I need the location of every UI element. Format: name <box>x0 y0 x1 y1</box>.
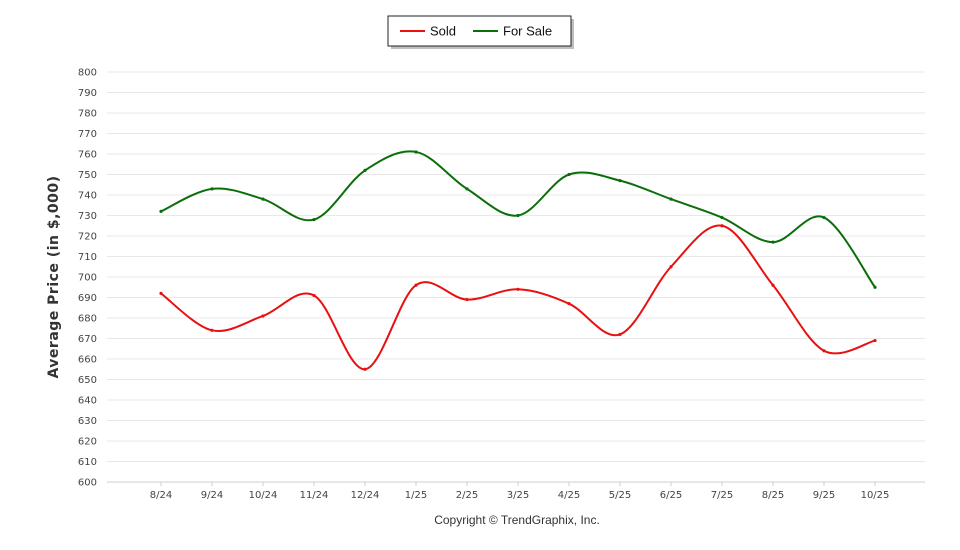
y-tick-label: 700 <box>78 273 97 284</box>
x-tick-label: 8/24 <box>150 490 172 501</box>
y-tick-label: 680 <box>78 314 97 325</box>
data-point <box>567 172 571 177</box>
y-tick-label: 690 <box>78 293 97 304</box>
data-point <box>771 240 775 244</box>
data-point <box>516 213 520 218</box>
y-tick-label: 720 <box>78 232 97 243</box>
y-tick-label: 630 <box>78 416 97 427</box>
x-tick-label: 2/25 <box>456 490 478 501</box>
y-tick-label: 780 <box>78 109 97 120</box>
data-point <box>363 168 367 172</box>
y-tick-label: 770 <box>78 129 97 140</box>
y-tick-label: 660 <box>78 355 97 366</box>
data-point <box>720 215 724 220</box>
x-tick-label: 9/25 <box>813 490 835 501</box>
series-lines <box>159 150 877 371</box>
y-tick-label: 650 <box>78 375 97 386</box>
x-tick-label: 11/24 <box>300 490 329 501</box>
x-tick-label: 12/24 <box>351 490 380 501</box>
data-point <box>465 297 469 302</box>
x-tick-label: 5/25 <box>609 490 631 501</box>
y-tick-label: 640 <box>78 396 97 407</box>
y-tick-label: 610 <box>78 457 97 468</box>
series-line-for-sale <box>160 150 876 289</box>
y-tick-label: 790 <box>78 88 97 99</box>
copyright-text: Copyright © TrendGraphix, Inc. <box>434 513 600 527</box>
x-tick-label: 3/25 <box>507 490 529 501</box>
data-point <box>516 287 520 291</box>
data-point <box>465 187 469 191</box>
data-point <box>873 338 877 343</box>
data-point <box>159 291 163 295</box>
x-tick-label: 1/25 <box>405 490 427 501</box>
y-tick-label: 760 <box>78 150 97 161</box>
x-tick-label: 6/25 <box>660 490 682 501</box>
y-tick-label: 600 <box>78 478 97 489</box>
x-tick-label: 4/25 <box>558 490 580 501</box>
data-point <box>312 218 316 222</box>
y-tick-label: 730 <box>78 211 97 222</box>
data-point <box>210 328 214 332</box>
x-tick-label: 10/24 <box>249 490 278 501</box>
x-tick-label: 8/25 <box>762 490 784 501</box>
y-tick-label: 670 <box>78 334 97 345</box>
legend: Sold For Sale <box>387 15 574 49</box>
y-tick-label: 800 <box>78 68 97 79</box>
data-point <box>771 283 775 287</box>
data-point <box>210 187 214 191</box>
y-axis-ticks: 600 610 620 630 640 650 660 670 680 690 700 710 720 7… <box>78 68 97 489</box>
grid <box>107 71 925 483</box>
data-point <box>159 209 163 213</box>
data-point <box>669 265 673 269</box>
data-point <box>720 224 724 228</box>
data-point <box>822 349 826 353</box>
y-tick-label: 740 <box>78 191 97 202</box>
data-point <box>363 367 367 371</box>
data-point <box>261 197 265 201</box>
legend-label: Sold <box>430 24 456 39</box>
data-point <box>669 197 673 201</box>
data-point <box>822 215 826 220</box>
y-tick-label: 750 <box>78 170 97 181</box>
y-tick-label: 620 <box>78 437 97 448</box>
data-point <box>618 332 622 336</box>
data-point <box>567 302 571 306</box>
x-tick-label: 7/25 <box>711 490 733 501</box>
data-point <box>618 179 622 183</box>
x-tick-label: 10/25 <box>861 490 890 501</box>
data-point <box>312 293 316 298</box>
x-axis-ticks: 8/24 9/24 10/24 11/24 12/24 1/25 2/25 3/25 4/25 5… <box>150 482 890 501</box>
y-tick-label: 710 <box>78 252 97 263</box>
data-point <box>414 150 418 154</box>
y-axis-title: Average Price (in $,000) <box>46 175 62 378</box>
data-point <box>414 283 418 287</box>
legend-label: For Sale <box>503 24 552 39</box>
data-point <box>873 285 877 289</box>
data-point <box>261 314 265 318</box>
x-tick-label: 9/24 <box>201 490 223 501</box>
